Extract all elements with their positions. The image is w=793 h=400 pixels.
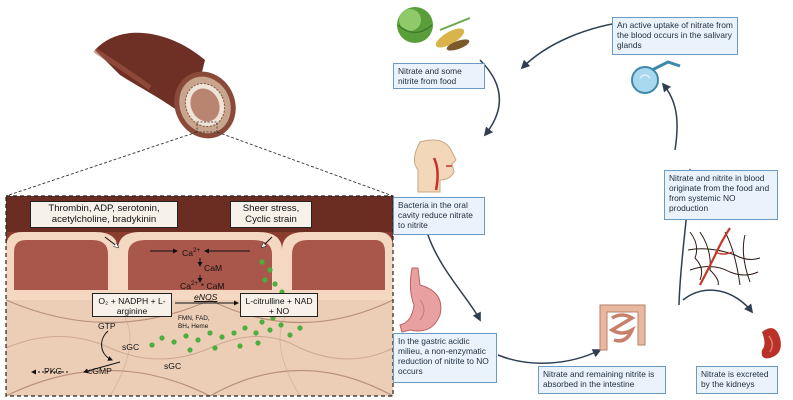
intestinal-absorption-label: Nitrate and remaining nitrite is absorbe… [538, 366, 666, 394]
pkg-label: PKG [44, 366, 63, 376]
mechanism-frame [5, 195, 394, 397]
calcium-label: Ca2+ [182, 247, 201, 258]
vegetables-icon [397, 7, 471, 51]
ca-cam-complex-label: Ca2+ * CaM [180, 280, 225, 291]
head-profile-icon [414, 139, 457, 193]
cgmp-label: cGMP [88, 366, 112, 376]
food-source-label: Nitrate and some nitrite from food [393, 63, 485, 89]
calmodulin-label: CaM [204, 263, 223, 273]
capillaries-icon [687, 227, 761, 286]
oral-bacteria-label: Bacteria in the oral cavity reduce nitra… [393, 197, 485, 235]
gtp-label: GTP [98, 321, 116, 331]
kidney-icon [761, 328, 781, 359]
blood-vessel-icon [93, 32, 236, 139]
sgc-label-2: sGC [164, 361, 182, 371]
sgc-label-1: sGC [122, 342, 140, 352]
receptor-stimuli-box: Thrombin, ADP, serotonin, acetylcholine,… [30, 201, 178, 228]
salivary-gland-icon [631, 60, 681, 94]
substrates-box: O₂ + NADPH + L-arginine [92, 293, 172, 317]
kidney-excretion-label: Nitrate is excreted by the kidneys [696, 366, 778, 394]
gastric-reduction-label: In the gastric acidic milieu, a non-enzy… [393, 333, 497, 383]
mechanical-stimuli-box: Sheer stress, Cyclic strain [230, 201, 312, 228]
mechanism-panel [5, 196, 394, 397]
cycle-arrows [427, 19, 754, 364]
intestine-icon [599, 304, 646, 351]
zoom-line-right [216, 131, 394, 197]
salivary-uptake-label: An active uptake of nitrate from the blo… [612, 17, 738, 55]
products-box: L-citrulline + NAD + NO [240, 293, 318, 317]
blood-origin-label: Nitrate and nitrite in blood originate f… [664, 170, 778, 220]
zoom-line-left [5, 131, 198, 197]
smooth-muscle-layer [5, 299, 394, 397]
cofactors-label-2: BH₄ Heme [178, 323, 209, 330]
stomach-icon [399, 267, 442, 333]
cofactors-label-1: FMN, FAD, [178, 315, 210, 322]
enos-label: eNOS [194, 292, 218, 302]
